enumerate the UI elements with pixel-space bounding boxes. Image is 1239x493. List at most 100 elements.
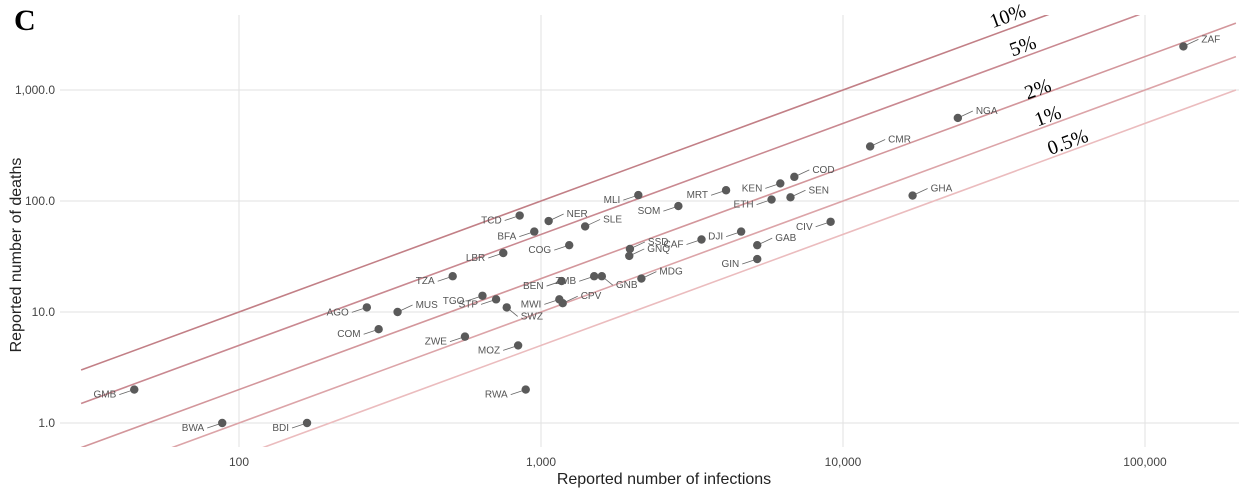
data-point-tgo	[478, 291, 487, 300]
data-point-cmr	[865, 142, 875, 151]
point-label-zaf: ZAF	[1201, 34, 1220, 45]
point-leader-lines	[119, 39, 1199, 429]
point-label-gin: GIN	[721, 259, 739, 270]
data-point-zwe	[460, 332, 470, 341]
data-point-som	[674, 201, 683, 211]
point-label-som: SOM	[638, 206, 661, 217]
data-point-gmb	[130, 385, 139, 394]
point-label-swz: SWZ	[521, 311, 543, 322]
reference-line-label: 10%	[987, 0, 1029, 33]
data-point-stp	[491, 295, 501, 304]
data-point-moz	[513, 341, 523, 350]
point-label-caf: CAF	[664, 239, 684, 250]
point-label-mus: MUS	[416, 300, 439, 311]
point-label-bfa: BFA	[497, 232, 516, 243]
reference-line	[80, 15, 1050, 371]
data-point-zaf	[1179, 42, 1188, 51]
data-point-mdg	[637, 274, 646, 283]
panel-label: C	[14, 4, 36, 37]
reference-lines	[80, 15, 1237, 447]
point-label-gnq: GNQ	[647, 244, 670, 255]
data-point-cod	[790, 172, 799, 182]
point-label-cod: COD	[812, 165, 834, 176]
data-point-zmb	[589, 272, 599, 281]
point-label-eth: ETH	[734, 200, 754, 211]
point-label-mli: MLI	[604, 195, 621, 206]
point-label-gnb: GNB	[616, 280, 638, 291]
x-tick-label: 1,000	[526, 455, 556, 469]
y-tick-label: 1.0	[38, 416, 55, 430]
point-label-sen: SEN	[808, 185, 829, 196]
data-point-caf	[697, 235, 706, 244]
point-label-com: COM	[337, 329, 360, 340]
reference-line-label: 2%	[1022, 74, 1055, 104]
point-label-cmr: CMR	[888, 134, 911, 145]
data-point-mli	[634, 190, 643, 200]
point-label-bwa: BWA	[182, 423, 205, 434]
x-tick-label: 100,000	[1123, 455, 1167, 469]
x-tick-label: 10,000	[825, 455, 862, 469]
point-label-sle: SLE	[603, 214, 622, 225]
data-point-mus	[393, 307, 402, 317]
point-label-dji: DJI	[708, 232, 723, 243]
data-point-cpv	[558, 299, 567, 308]
data-point-gha	[908, 191, 917, 200]
point-label-zmb: ZMB	[555, 276, 576, 287]
y-tick-label: 100.0	[25, 194, 55, 208]
point-label-ben: BEN	[523, 281, 544, 292]
point-label-bdi: BDI	[272, 423, 289, 434]
reference-line-label: 5%	[1007, 31, 1040, 61]
data-point-com	[374, 324, 383, 334]
data-point-cog	[565, 240, 574, 250]
point-label-cpv: CPV	[581, 291, 602, 302]
point-label-ssd: SSD	[648, 237, 669, 248]
data-point-gin	[753, 254, 762, 264]
point-label-cog: COG	[528, 245, 551, 256]
data-point-bfa	[530, 227, 539, 236]
point-label-ner: NER	[567, 209, 588, 220]
x-axis-title: Reported number of infections	[557, 471, 771, 488]
data-point-ben	[557, 276, 566, 286]
reference-line-labels: 10%5% 2%1%0.5%	[987, 0, 1091, 160]
point-label-mrt: MRT	[687, 190, 708, 201]
data-point-dji	[736, 227, 746, 236]
reference-line	[80, 15, 1141, 405]
point-label-rwa: RWA	[485, 390, 508, 401]
point-label-nga: NGA	[976, 106, 998, 117]
data-point-civ	[826, 217, 835, 226]
x-tick-label: 100	[229, 455, 249, 469]
point-label-tza: TZA	[416, 276, 435, 287]
data-point-nga	[953, 113, 963, 123]
point-label-civ: CIV	[796, 222, 813, 233]
data-point-gnq	[625, 251, 634, 261]
y-axis-title: Reported number of deaths	[8, 158, 25, 353]
data-point-sen	[786, 193, 795, 202]
point-label-gab: GAB	[775, 233, 796, 244]
tick-labels: 100 1,000 10,000 100,000 1.0 10.0 100.0 1,000.0	[15, 83, 1167, 469]
reference-line-label: 1%	[1032, 101, 1065, 131]
reference-line	[80, 22, 1237, 447]
data-point-mrt	[721, 186, 731, 195]
data-point-rwa	[521, 385, 530, 394]
point-label-gha: GHA	[931, 184, 953, 195]
point-label-moz: MOZ	[478, 345, 500, 356]
point-label-ago: AGO	[327, 307, 349, 318]
point-label-lbr: LBR	[466, 253, 485, 264]
reference-line-label: 0.5%	[1045, 125, 1092, 160]
point-label-mwi: MWI	[521, 299, 542, 310]
point-label-stp: STP	[459, 299, 479, 310]
data-point-tcd	[515, 211, 524, 220]
data-point-eth	[767, 195, 776, 204]
data-point-gnb	[597, 272, 607, 281]
data-points	[130, 42, 1188, 428]
data-point-bwa	[218, 418, 227, 428]
data-point-ken	[776, 179, 785, 188]
point-label-tgo: TGO	[443, 296, 465, 307]
point-label-gmb: GMB	[93, 390, 116, 401]
data-point-sle	[580, 222, 590, 231]
point-label-ken: KEN	[742, 183, 763, 194]
point-label-zwe: ZWE	[425, 337, 448, 348]
data-point-gab	[753, 240, 762, 250]
